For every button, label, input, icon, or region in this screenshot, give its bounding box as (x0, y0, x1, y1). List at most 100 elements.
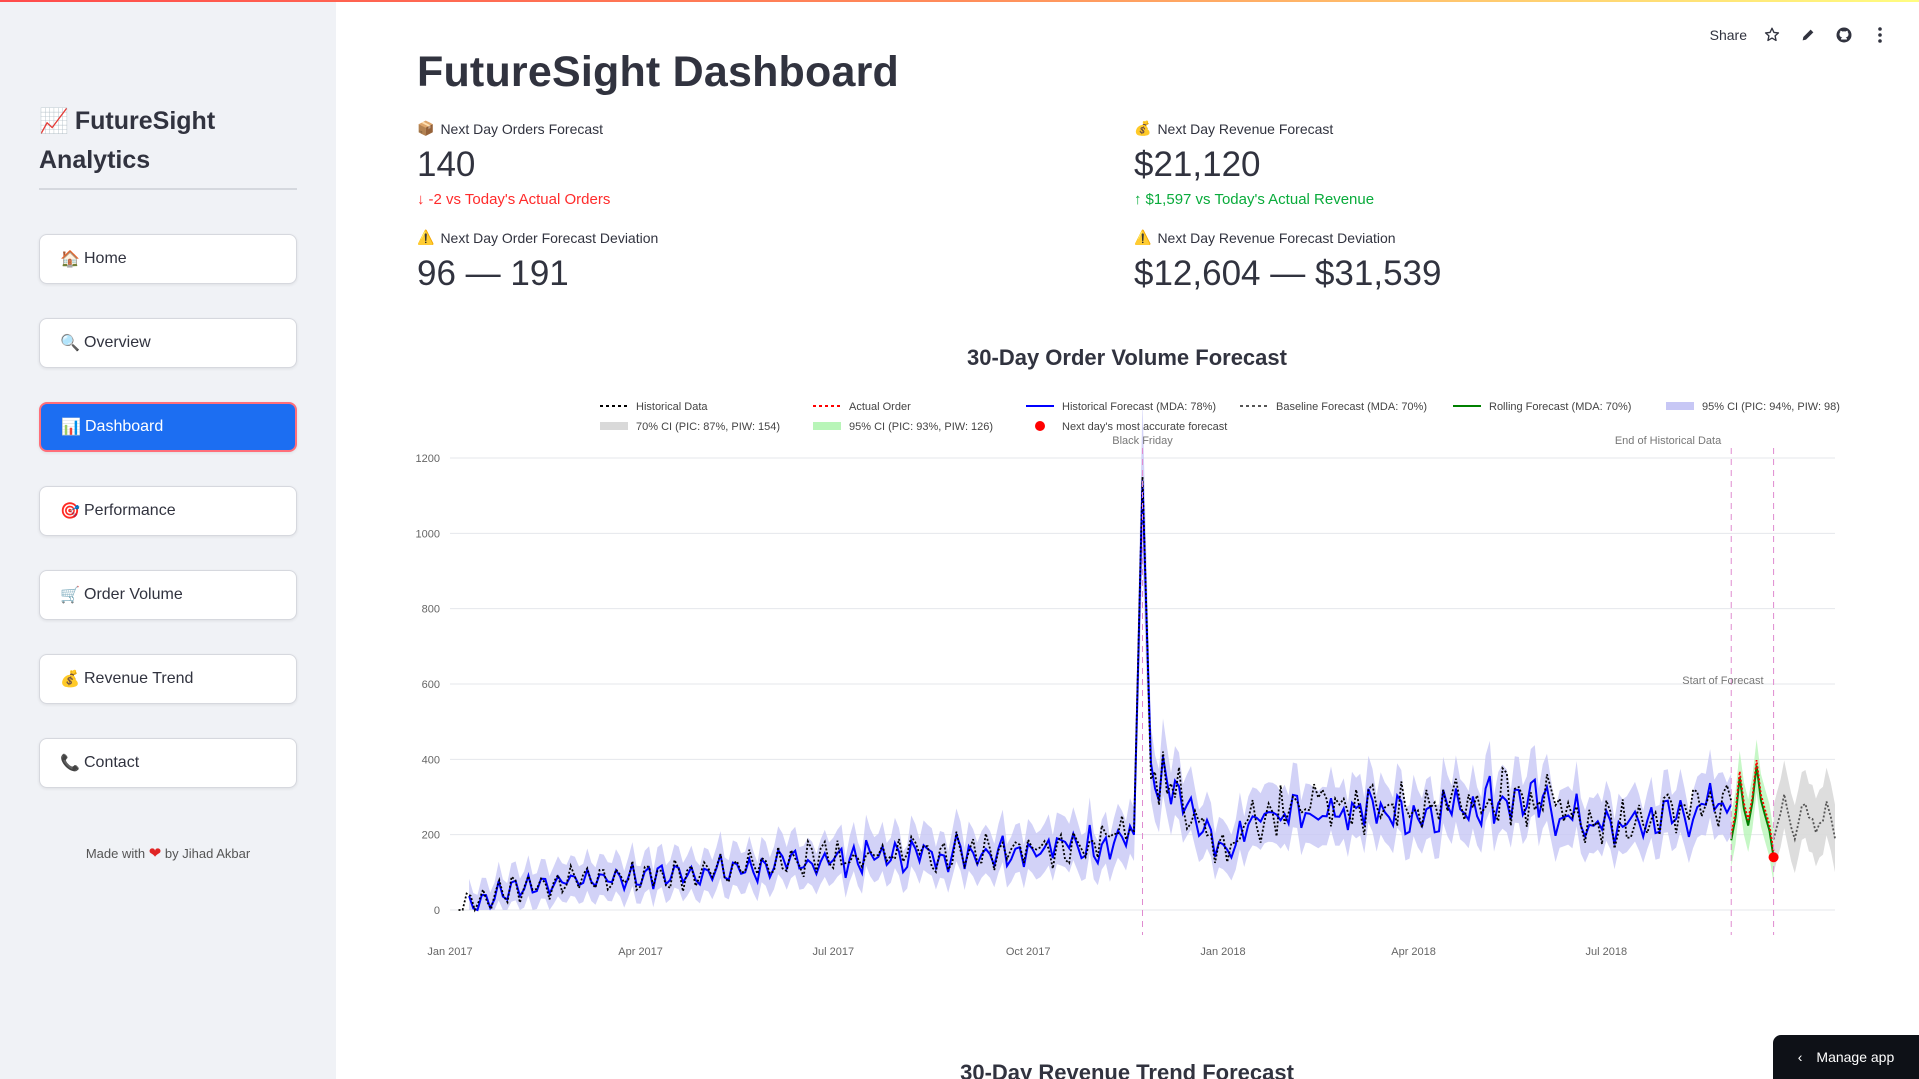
ci70-gray-band (1773, 760, 1835, 874)
share-button[interactable]: Share (1709, 27, 1747, 43)
y-tick-label: 400 (422, 754, 440, 766)
x-tick-label: Jul 2017 (813, 946, 855, 958)
footer-suffix: by Jihad Akbar (164, 846, 251, 861)
home-icon: 🏠 (60, 251, 80, 268)
metric-revenue-forecast: 💰 Next Day Revenue Forecast $21,120 ↑ $1,5… (1134, 120, 1374, 208)
sidebar-divider (39, 188, 297, 190)
metric-delta: $1,597 vs Today's Actual Revenue (1145, 191, 1375, 208)
cart-icon: 🛒 (60, 587, 80, 604)
baseline-forecast-line (1772, 794, 1836, 843)
legend-label: Actual Order (849, 401, 911, 413)
y-tick-label: 0 (434, 905, 440, 917)
annotation-label: Start of Forecast (1682, 675, 1763, 687)
metric-label: Next Day Order Forecast Deviation (440, 229, 659, 246)
arrow-down-icon: ↓ (417, 191, 425, 208)
footer-prefix: Made with (85, 846, 146, 861)
x-tick-label: Oct 2017 (1006, 946, 1051, 958)
legend-swatch (1035, 421, 1045, 431)
legend-label: Historical Forecast (MDA: 78%) (1062, 401, 1216, 413)
header-toolbar: Share (1710, 24, 1891, 46)
revenue-chart-title: 30-Day Revenue Trend Forecast (960, 1060, 1294, 1079)
manage-app-button[interactable]: ‹ Manage app (1773, 1035, 1919, 1079)
metric-value: 140 (417, 145, 476, 184)
warning-icon: ⚠️ (417, 229, 435, 245)
sidebar-item-contact[interactable]: 📞 Contact (39, 738, 297, 788)
package-icon: 📦 (417, 120, 435, 136)
chart-title: 30-Day Order Volume Forecast (967, 345, 1287, 370)
ci95-blue-band (469, 401, 1732, 910)
legend-label: Next day's most accurate forecast (1062, 421, 1227, 433)
historical-forecast-line (468, 480, 1733, 912)
legend-swatch (1666, 402, 1694, 410)
sidebar-item-revenue-trend[interactable]: 💰 Revenue Trend (39, 654, 297, 704)
magnifier-icon: 🔍 (60, 335, 80, 352)
legend-label: 95% CI (PIC: 94%, PIW: 98) (1702, 401, 1840, 413)
order-volume-chart: 0 200 400 600 800 1000 1200 Jan 2017 Apr 2017 Jul… (416, 401, 1840, 958)
x-tick-label: Jan 2018 (1200, 946, 1245, 958)
target-icon: 🎯 (60, 503, 80, 520)
heart-icon: ❤ (148, 845, 162, 862)
y-tick-label: 800 (422, 604, 440, 616)
bar-chart-icon: 📊 (61, 419, 81, 436)
metric-value: 96 — 191 (417, 254, 569, 293)
money-bag-icon: 💰 (1134, 120, 1152, 136)
page-title: FutureSight Dashboard (417, 48, 899, 96)
metric-label: Next Day Revenue Forecast (1157, 120, 1334, 137)
arrow-up-icon: ↑ (1134, 191, 1142, 208)
y-tick-label: 200 (422, 830, 440, 842)
sidebar-item-label: Performance (84, 502, 176, 519)
sidebar-item-label: Home (84, 250, 127, 267)
y-tick-label: 600 (422, 679, 440, 691)
x-tick-label: Jul 2018 (1585, 946, 1627, 958)
sidebar-item-overview[interactable]: 🔍 Overview (39, 318, 297, 368)
sidebar-item-label: Dashboard (85, 418, 164, 435)
more-vertical-icon[interactable] (1869, 24, 1891, 46)
annotation-label: Black Friday (1112, 435, 1173, 447)
metric-orders-forecast: 📦 Next Day Orders Forecast 140 ↓ -2 vs Tod… (417, 120, 610, 208)
legend-swatch (813, 422, 841, 430)
x-tick-label: Apr 2017 (618, 946, 663, 958)
phone-icon: 📞 (60, 755, 80, 772)
sidebar-item-order-volume[interactable]: 🛒 Order Volume (39, 570, 297, 620)
legend-label: 70% CI (PIC: 87%, PIW: 154) (636, 421, 780, 433)
legend-label: Rolling Forecast (MDA: 70%) (1489, 401, 1631, 413)
github-icon[interactable] (1833, 24, 1855, 46)
legend-label: Baseline Forecast (MDA: 70%) (1276, 401, 1427, 413)
chevron-left-icon: ‹ (1797, 1049, 1803, 1065)
sidebar-item-dashboard[interactable]: 📊 Dashboard (39, 402, 297, 452)
legend-swatch (600, 422, 628, 430)
metric-revenue-deviation: ⚠️ Next Day Revenue Forecast Deviation $1… (1134, 229, 1441, 294)
sidebar-item-home[interactable]: 🏠 Home (39, 234, 297, 284)
annotation-label: End of Historical Data (1615, 435, 1722, 447)
historical-data-line (458, 476, 1733, 913)
brand-text: FutureSight Analytics (39, 107, 216, 174)
x-tick-label: Jan 2017 (427, 946, 472, 958)
edit-pencil-icon[interactable] (1797, 24, 1819, 46)
metric-order-deviation: ⚠️ Next Day Order Forecast Deviation 96 —… (417, 229, 658, 294)
sidebar-item-label: Order Volume (84, 586, 183, 603)
sidebar-item-label: Overview (84, 334, 151, 351)
sidebar-item-label: Revenue Trend (84, 670, 194, 687)
next-day-forecast-marker (1768, 852, 1779, 863)
sidebar: 📈 FutureSight Analytics 🏠 Home 🔍 Overview 📊 Da… (0, 2, 336, 1079)
legend-label: Historical Data (636, 401, 708, 413)
legend-label: 95% CI (PIC: 93%, PIW: 126) (849, 421, 993, 433)
brand-title: 📈 FutureSight Analytics (39, 102, 299, 179)
warning-icon: ⚠️ (1134, 229, 1152, 245)
y-tick-label: 1000 (416, 528, 440, 540)
metric-delta: -2 vs Today's Actual Orders (428, 191, 611, 208)
top-decoration-bar (0, 0, 1919, 2)
manage-app-label: Manage app (1816, 1049, 1895, 1065)
metric-label: Next Day Orders Forecast (440, 120, 604, 137)
actual-order-line (1730, 759, 1775, 852)
metric-value: $21,120 (1134, 145, 1261, 184)
ci95-green-band (1731, 739, 1774, 884)
footer-credit: Made with ❤ by Jihad Akbar (0, 844, 336, 862)
sidebar-item-label: Contact (84, 754, 140, 771)
metric-label: Next Day Revenue Forecast Deviation (1157, 229, 1396, 246)
sidebar-item-performance[interactable]: 🎯 Performance (39, 486, 297, 536)
money-bag-icon: 💰 (60, 671, 80, 688)
y-tick-label: 1200 (416, 453, 440, 465)
x-tick-label: Apr 2018 (1391, 946, 1436, 958)
star-icon[interactable] (1761, 24, 1783, 46)
